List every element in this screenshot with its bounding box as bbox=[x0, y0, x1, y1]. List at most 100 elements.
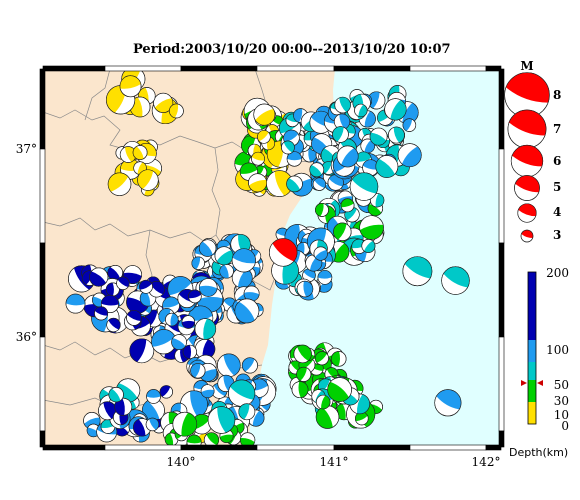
focal-mechanism-89 bbox=[132, 145, 148, 160]
focal-mechanism-66 bbox=[266, 170, 293, 197]
focal-mechanism-646 bbox=[186, 434, 202, 447]
lat-tick-37: 37° bbox=[16, 142, 37, 156]
focal-mechanism-239 bbox=[384, 98, 407, 121]
depth-band-10-30 bbox=[528, 380, 536, 402]
focal-mechanism-471 bbox=[126, 310, 142, 326]
focal-mechanism-615 bbox=[86, 423, 101, 438]
map-panel[interactable]: 140° 141° 142° 37° 36° bbox=[16, 65, 505, 469]
focal-mechanism-596 bbox=[228, 379, 256, 407]
focal-mechanism-653 bbox=[349, 172, 379, 201]
focal-mechanism-442 bbox=[188, 289, 202, 304]
magnitude-label-7: 7 bbox=[553, 122, 561, 136]
focal-mechanism-368 bbox=[231, 267, 253, 289]
focal-mechanism-68 bbox=[248, 173, 268, 193]
focal-mechanism-169 bbox=[286, 151, 303, 167]
depth-band-30-50 bbox=[528, 362, 536, 380]
focal-mechanism-221 bbox=[369, 127, 388, 146]
depth-band-50-100 bbox=[528, 340, 536, 362]
focal-mechanism-465 bbox=[107, 264, 124, 281]
map-frame bbox=[39, 65, 505, 451]
focal-mechanism-228 bbox=[362, 159, 379, 176]
focal-mechanism-446 bbox=[165, 312, 179, 327]
focal-mechanism-629 bbox=[108, 386, 124, 403]
focal-mechanism-522 bbox=[314, 351, 329, 366]
focal-mechanism-512 bbox=[291, 381, 309, 399]
focal-mechanism-275 bbox=[340, 198, 355, 213]
focal-mechanism-649 bbox=[207, 406, 236, 434]
focal-mechanism-553 bbox=[315, 394, 331, 410]
focal-mechanism-178 bbox=[309, 162, 325, 178]
focal-mechanism-319 bbox=[313, 246, 328, 261]
highlight-event-icon bbox=[268, 238, 298, 267]
map-title: Period:2003/10/20 00:00--2013/10/20 10:0… bbox=[133, 42, 451, 57]
focal-mechanism-651 bbox=[441, 266, 470, 295]
focal-mechanism-99 bbox=[169, 103, 184, 119]
focal-mechanism-231 bbox=[375, 155, 399, 178]
magnitude-label-6: 6 bbox=[553, 154, 561, 168]
focal-mechanism-88 bbox=[137, 169, 159, 191]
focal-mechanism-474 bbox=[94, 306, 109, 321]
depth-tick-0: 0 bbox=[561, 419, 569, 433]
focal-mechanism-652 bbox=[434, 389, 462, 417]
focal-mechanism-549 bbox=[349, 393, 370, 415]
depth-tick-200: 200 bbox=[546, 266, 569, 280]
focal-mechanism-98 bbox=[119, 75, 142, 98]
focal-mechanism-318 bbox=[317, 270, 333, 285]
lon-tick-140: 140° bbox=[167, 455, 196, 469]
focal-mechanism-436 bbox=[198, 278, 218, 297]
focal-mechanism-624 bbox=[145, 417, 160, 432]
focal-mechanism-272 bbox=[315, 203, 329, 217]
focal-mechanism-554 bbox=[327, 377, 352, 402]
focal-mechanism-571 bbox=[241, 357, 258, 374]
focal-mechanism-597 bbox=[238, 403, 256, 421]
magnitude-legend-ball-7 bbox=[507, 109, 547, 149]
focal-mechanism-84 bbox=[107, 172, 132, 196]
focal-mechanism-381 bbox=[129, 338, 155, 364]
focal-mechanism-627 bbox=[146, 389, 161, 404]
focal-mechanism-158 bbox=[286, 175, 303, 193]
depth-tick-50: 50 bbox=[554, 378, 569, 392]
lon-tick-142: 142° bbox=[472, 455, 501, 469]
focal-mechanism-94 bbox=[153, 92, 174, 113]
focal-mechanism-445 bbox=[139, 290, 157, 307]
focal-mechanism-235 bbox=[402, 118, 417, 132]
focal-mechanism-640 bbox=[203, 432, 220, 447]
focal-mechanism-223 bbox=[336, 145, 359, 168]
focal-mechanism-444 bbox=[171, 334, 187, 351]
focal-mechanism-226 bbox=[333, 113, 351, 130]
focal-mechanism-175 bbox=[281, 140, 295, 155]
focal-mechanism-227 bbox=[397, 143, 422, 168]
depth-tick-10: 10 bbox=[554, 408, 569, 422]
depth-tick-30: 30 bbox=[554, 394, 569, 408]
focal-mechanism-622 bbox=[98, 401, 117, 421]
depth-colorbar: 200 100 50 30 10 0 Depth(km) bbox=[509, 266, 569, 459]
magnitude-legend: M 8 7 6 5 4 3 bbox=[504, 59, 561, 243]
magnitude-legend-ball-6 bbox=[510, 144, 544, 178]
focal-mechanism-238 bbox=[332, 126, 349, 143]
focal-mechanism-62 bbox=[253, 103, 276, 126]
focal-mechanism-650 bbox=[402, 256, 433, 287]
focal-mechanism-599 bbox=[200, 384, 215, 399]
focal-mechanism-65 bbox=[251, 151, 265, 166]
focal-mechanism-69 bbox=[257, 130, 271, 144]
focal-mechanisms-layer bbox=[65, 69, 470, 447]
depth-tick-100: 100 bbox=[546, 343, 569, 357]
focal-mechanism-580 bbox=[217, 353, 241, 378]
focal-mechanism-375 bbox=[231, 248, 256, 273]
focal-mechanism-224 bbox=[334, 96, 351, 114]
magnitude-label-4: 4 bbox=[553, 205, 561, 219]
focal-mechanism-621 bbox=[159, 385, 173, 399]
focal-mechanism-449 bbox=[139, 279, 153, 294]
focal-mechanism-523 bbox=[296, 366, 312, 382]
magnitude-legend-title: M bbox=[520, 59, 533, 73]
lon-tick-141: 141° bbox=[320, 455, 349, 469]
lat-tick-36: 36° bbox=[16, 330, 37, 344]
focal-mechanism-439 bbox=[181, 315, 196, 329]
depth-band-100-200 bbox=[528, 272, 536, 340]
focal-mechanism-379 bbox=[234, 298, 260, 324]
depth-bar-frame bbox=[527, 271, 537, 425]
focal-mechanism-364 bbox=[219, 264, 234, 279]
focal-mechanism-470 bbox=[116, 276, 130, 290]
focal-mechanism-641 bbox=[191, 414, 212, 435]
